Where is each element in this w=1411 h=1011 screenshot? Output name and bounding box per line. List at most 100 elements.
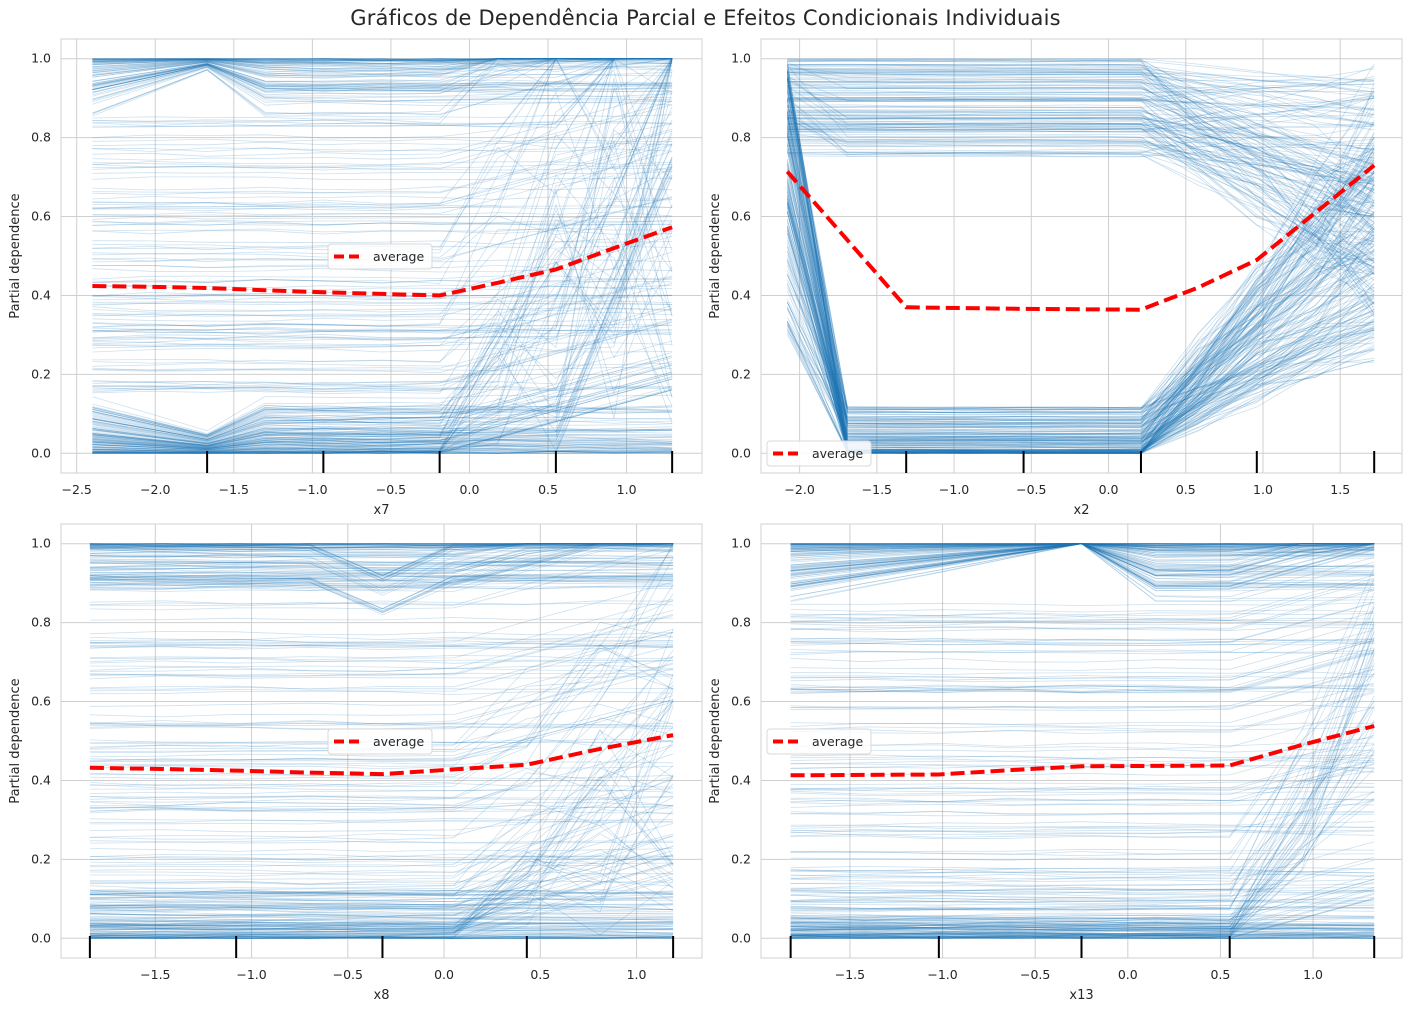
ice-line — [92, 238, 673, 454]
ice-line — [787, 89, 1375, 268]
y-tick-label: 0.8 — [31, 130, 51, 145]
ice-line — [92, 167, 673, 440]
ice-line — [790, 543, 1375, 561]
ice-line — [790, 675, 1375, 679]
ice-line — [790, 926, 1375, 932]
ice-line — [790, 692, 1375, 734]
ice-line — [89, 543, 674, 587]
ice-line — [790, 620, 1375, 663]
ice-line — [786, 202, 1375, 409]
ice-line — [92, 447, 673, 453]
y-tick-label: 0.4 — [31, 287, 51, 302]
ice-line — [92, 306, 673, 311]
ice-line — [790, 543, 1375, 547]
ice-line — [89, 543, 674, 566]
ice-line — [89, 761, 674, 766]
ice-line — [787, 132, 1375, 147]
ice-line — [787, 97, 1375, 133]
ice-line — [89, 555, 674, 559]
ice-line — [92, 58, 673, 74]
ice-line — [89, 567, 674, 572]
ice-line — [92, 59, 673, 69]
ice-line — [787, 99, 1375, 318]
subplot-3: −1.5 −1.0 −0.5 0.0 0.5 1.0 0.0 0.2 0.4 0.6 0.8 1.0 x… — [8, 523, 703, 1003]
ice-line — [92, 58, 673, 89]
ice-line — [89, 809, 674, 814]
ice-line — [92, 58, 673, 70]
ice-line — [790, 543, 1375, 582]
ice-line — [787, 60, 1375, 310]
ice-line — [89, 890, 674, 895]
ice-line — [790, 825, 1375, 829]
ice-line — [89, 566, 674, 571]
ice-line — [790, 653, 1375, 932]
ice-line — [92, 58, 673, 78]
ice-line — [89, 543, 674, 555]
ice-line — [790, 928, 1375, 933]
y-tick-label: 0.0 — [731, 930, 751, 945]
y-tick-label: 0.2 — [31, 851, 51, 866]
ice-line — [790, 543, 1375, 546]
ice-line — [92, 170, 673, 451]
ice-line — [787, 123, 1375, 161]
ice-line — [92, 355, 673, 440]
ice-line — [790, 932, 1375, 937]
ice-line — [92, 58, 673, 64]
ice-line — [92, 300, 673, 305]
ice-line — [89, 840, 674, 844]
ice-line — [89, 577, 674, 581]
ice-line — [790, 920, 1375, 925]
ice-line — [787, 113, 1375, 262]
ice-line — [790, 901, 1375, 905]
ice-line — [89, 543, 674, 584]
ice-line — [92, 366, 673, 372]
ice-line — [92, 58, 673, 61]
ice-line — [790, 907, 1375, 913]
ice-line — [790, 770, 1375, 936]
ice-line — [89, 906, 674, 912]
ice-line — [787, 142, 1375, 204]
y-tick-label: 0.8 — [731, 615, 751, 630]
ice-line — [790, 737, 1375, 896]
ice-line — [790, 543, 1375, 551]
ice-line — [786, 79, 1375, 409]
ice-line — [786, 176, 1375, 439]
ice-line — [790, 869, 1375, 874]
ice-line — [790, 543, 1375, 573]
ice-line — [92, 311, 673, 317]
ice-line — [790, 916, 1375, 921]
ice-line — [89, 931, 674, 934]
ice-line — [786, 188, 1375, 444]
ice-line — [790, 669, 1375, 711]
y-tick-label: 0.2 — [731, 366, 751, 381]
ice-line — [92, 378, 673, 450]
ice-line — [89, 559, 674, 565]
ice-line — [787, 98, 1375, 116]
ice-line — [89, 782, 674, 910]
ice-line — [787, 78, 1375, 166]
ice-line — [89, 593, 674, 833]
ice-line — [92, 224, 673, 440]
ice-line — [89, 544, 674, 579]
ice-line — [787, 152, 1375, 182]
ice-line — [790, 543, 1375, 551]
ice-line — [790, 750, 1375, 922]
ice-line — [92, 119, 673, 124]
ice-line — [790, 798, 1375, 803]
ice-line — [92, 58, 673, 115]
ice-line — [89, 632, 674, 778]
ice-line — [89, 544, 674, 606]
ice-line — [790, 766, 1375, 911]
ice-line — [790, 543, 1375, 572]
x-tick-label: 0.5 — [538, 482, 558, 497]
ice-line — [790, 602, 1375, 607]
ice-line — [790, 650, 1375, 654]
ice-line — [92, 431, 673, 447]
ice-line — [790, 543, 1375, 546]
ice-line — [92, 308, 673, 313]
ice-line — [89, 846, 674, 907]
ice-line — [786, 68, 1375, 425]
ice-line — [790, 543, 1375, 587]
subplot-4: −1.5 −1.0 −0.5 0.0 0.5 1.0 0.0 0.2 0.4 0.6 0.8 1.0 x… — [708, 523, 1403, 1003]
ice-line — [786, 125, 1375, 453]
